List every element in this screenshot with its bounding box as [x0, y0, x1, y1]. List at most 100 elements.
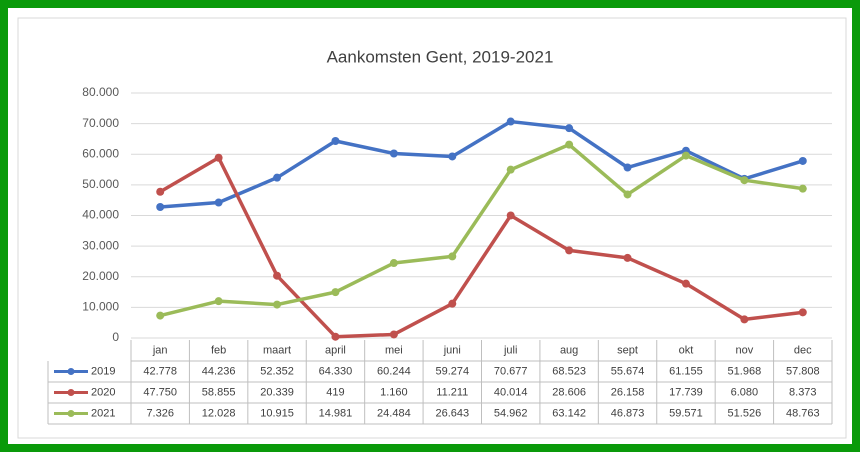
x-tick-label: okt [679, 344, 694, 356]
table-cell: 59.571 [669, 407, 703, 419]
x-tick-label: nov [736, 344, 754, 356]
series-line [159, 156, 804, 339]
table-cell: 17.739 [669, 386, 703, 398]
marker [156, 311, 165, 320]
marker [798, 156, 807, 165]
table-cell: 60.244 [377, 365, 411, 377]
table-cell: 57.808 [786, 365, 820, 377]
marker [740, 315, 749, 324]
table-cell: 51.526 [728, 407, 762, 419]
table-cell: 52.352 [260, 365, 294, 377]
table-cell: 24.484 [377, 407, 411, 419]
table-cell: 48.763 [786, 407, 820, 419]
table-cell: 26.643 [435, 407, 469, 419]
marker [506, 165, 515, 174]
table-cell: 11.211 [436, 386, 468, 398]
table-cell: 14.981 [319, 407, 353, 419]
table-cell: 59.274 [435, 365, 469, 377]
marker [273, 300, 282, 309]
legend-key [67, 410, 75, 417]
table-cell: 61.155 [669, 365, 703, 377]
marker [740, 176, 749, 185]
marker [389, 149, 398, 158]
y-tick-label: 60.000 [82, 146, 119, 160]
x-tick-label: mei [385, 344, 403, 356]
marker [565, 140, 574, 149]
table-cell: 20.339 [260, 386, 294, 398]
x-tick-label: juli [503, 344, 517, 356]
marker [798, 184, 807, 193]
x-tick-label: sept [617, 344, 638, 356]
table-cell: 44.236 [202, 365, 236, 377]
table-cell: 64.330 [319, 365, 353, 377]
marker [273, 173, 282, 182]
marker [623, 163, 632, 172]
x-tick-label: april [325, 344, 346, 356]
y-tick-label: 40.000 [82, 208, 119, 222]
marker [565, 124, 574, 133]
legend-key [67, 389, 75, 396]
table-cell: 8.373 [789, 386, 817, 398]
table-cell: 1.160 [380, 386, 408, 398]
table-cell: 7.326 [146, 407, 174, 419]
table-cell: 63.142 [552, 407, 586, 419]
table-cell: 55.674 [611, 365, 645, 377]
marker [798, 308, 807, 317]
y-tick-label: 0 [112, 330, 119, 344]
table-cell: 58.855 [202, 386, 236, 398]
table-cell: 54.962 [494, 407, 528, 419]
table-cell: 10.915 [260, 407, 294, 419]
x-tick-label: jan [152, 344, 168, 356]
chart-title: Aankomsten Gent, 2019-2021 [327, 47, 554, 66]
marker [389, 259, 398, 268]
table-cell: 51.968 [728, 365, 762, 377]
marker [389, 330, 398, 339]
table-cell: 26.158 [611, 386, 645, 398]
y-tick-label: 20.000 [82, 269, 119, 283]
marker [214, 198, 223, 207]
marker [565, 246, 574, 255]
legend-label: 2019 [91, 365, 115, 377]
legend-label: 2020 [91, 386, 115, 398]
chart-area [17, 17, 847, 439]
marker [448, 252, 457, 261]
x-tick-label: aug [560, 344, 578, 356]
marker [156, 187, 165, 196]
y-tick-label: 30.000 [82, 238, 119, 252]
y-tick-label: 50.000 [82, 177, 119, 191]
y-tick-label: 80.000 [82, 85, 119, 99]
marker [623, 190, 632, 199]
legend-key [67, 368, 75, 375]
table-cell: 28.606 [552, 386, 586, 398]
marker [681, 279, 690, 288]
legend-label: 2021 [91, 407, 115, 419]
table-cell: 70.677 [494, 365, 528, 377]
x-tick-label: juni [443, 344, 461, 356]
table-cell: 40.014 [494, 386, 528, 398]
marker [448, 299, 457, 308]
series-line [159, 142, 804, 318]
marker [156, 202, 165, 211]
marker [331, 332, 340, 341]
marker [331, 136, 340, 145]
table-cell: 6.080 [731, 386, 759, 398]
table-cell: 68.523 [552, 365, 586, 377]
marker [681, 151, 690, 160]
x-tick-label: maart [263, 344, 291, 356]
marker [331, 288, 340, 297]
series-line [160, 119, 804, 209]
marker [273, 271, 282, 280]
table-cell: 42.778 [143, 365, 177, 377]
marker [448, 152, 457, 161]
table-cell: 46.873 [611, 407, 645, 419]
table-cell: 47.750 [143, 386, 177, 398]
x-tick-label: dec [794, 344, 812, 356]
marker [214, 153, 223, 162]
marker [506, 117, 515, 126]
marker [506, 211, 515, 220]
table-cell: 419 [326, 386, 344, 398]
y-tick-label: 10.000 [82, 300, 119, 314]
y-tick-label: 70.000 [82, 116, 119, 130]
marker [623, 253, 632, 262]
